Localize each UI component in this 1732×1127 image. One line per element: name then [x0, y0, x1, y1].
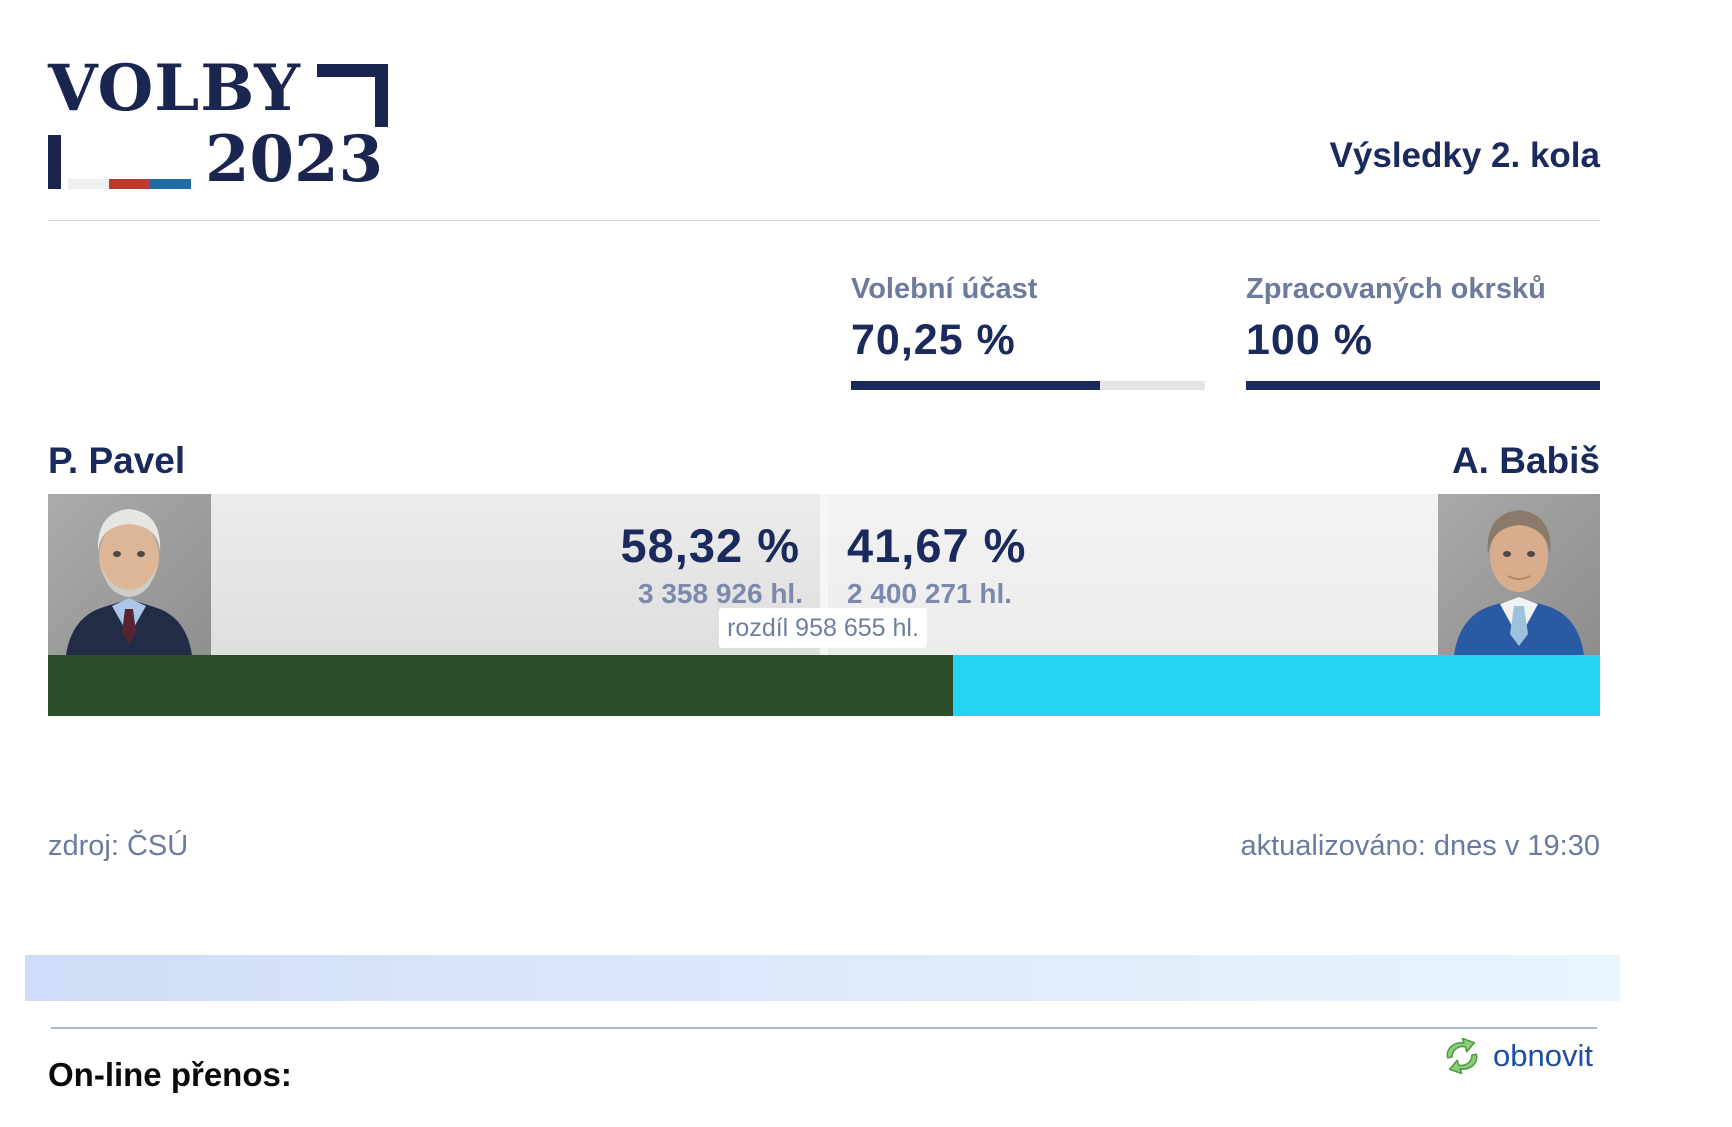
pavel-bar-segment	[48, 655, 954, 716]
babis-photo	[1438, 494, 1600, 655]
online-broadcast-label: On-line přenos:	[48, 1056, 292, 1093]
turnout-label: Volební účast	[851, 273, 1038, 305]
candidate-name-babis: A. Babiš	[1451, 440, 1600, 481]
pavel-percent: 58,32 %	[620, 519, 800, 572]
refresh-icon	[1446, 1038, 1478, 1074]
turnout-value: 70,25 %	[851, 316, 1016, 364]
babis-bar-segment	[953, 655, 1600, 716]
flag-stripe-white	[68, 179, 109, 189]
pavel-votes: 3 358 926 hl.	[637, 578, 803, 609]
track-right-half	[828, 494, 1438, 655]
districts-progressbar	[1246, 381, 1600, 390]
header-divider	[48, 220, 1600, 221]
updated-label: aktualizováno: dnes v 19:30	[1240, 830, 1600, 862]
flag-stripe-blue	[150, 179, 191, 189]
track-center-seam	[820, 494, 828, 655]
track-left-half	[211, 494, 820, 655]
districts-stat: Zpracovaných okrsků 100 %	[1246, 272, 1600, 390]
logo-row-2023: 2023	[48, 122, 388, 197]
pavel-photo	[48, 494, 211, 655]
districts-label: Zpracovaných okrsků	[1246, 273, 1546, 305]
candidates-track: 58,32 % 41,67 % 3 358 926 hl. 2 400 271 …	[48, 494, 1600, 655]
districts-progress-fill	[1246, 381, 1600, 390]
bottom-divider	[51, 1027, 1597, 1029]
vote-difference-badge: rozdíl 958 655 hl.	[719, 608, 927, 648]
districts-value: 100 %	[1246, 316, 1373, 364]
babis-votes: 2 400 271 hl.	[847, 578, 1013, 609]
result-bar	[48, 655, 1600, 716]
refresh-link[interactable]: obnovit	[1441, 1038, 1593, 1074]
refresh-label: obnovit	[1493, 1038, 1593, 1073]
logo-vertical-bar-shape	[48, 135, 61, 189]
logo-word: VOLBY	[48, 51, 301, 126]
turnout-progress-fill	[851, 381, 1100, 390]
logo-row-volby: VOLBY	[48, 56, 388, 127]
flag-stripe-red	[109, 179, 150, 189]
logo-year: 2023	[205, 122, 384, 197]
candidate-name-pavel: P. Pavel	[48, 440, 186, 481]
babis-percent: 41,67 %	[847, 519, 1027, 572]
page-title: Výsledky 2. kola	[1329, 136, 1600, 175]
blue-gradient-band	[25, 955, 1620, 1001]
source-label: zdroj: ČSÚ	[48, 830, 189, 862]
volby-2023-logo: VOLBY 2023	[48, 56, 388, 197]
logo-corner-bracket-shape	[316, 64, 388, 127]
turnout-stat: Volební účast 70,25 %	[851, 272, 1205, 390]
turnout-progressbar	[851, 381, 1205, 390]
